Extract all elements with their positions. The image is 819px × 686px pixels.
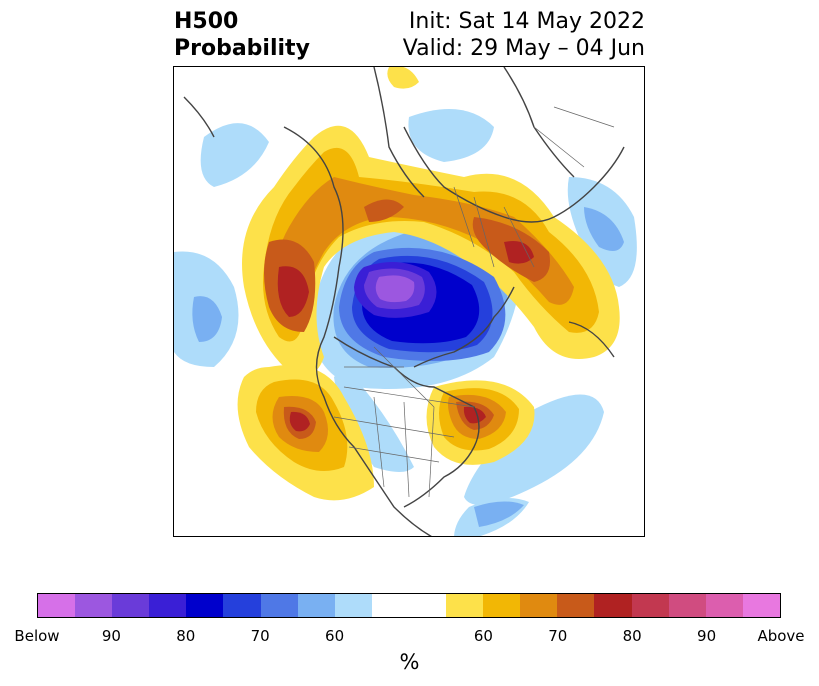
colorbar-tick-label: 90: [101, 627, 121, 645]
colorbar-tick-label: 60: [473, 627, 493, 645]
colorbar-cell: [594, 594, 632, 617]
colorbar-cell: [446, 594, 484, 617]
colorbar-tick-label: 90: [697, 627, 717, 645]
colorbar-cell: [631, 594, 669, 617]
colorbar-tick-label: 60: [325, 627, 345, 645]
colorbar-ticks: Below 90 80 70 60 60 70 80 90 Above: [14, 627, 804, 647]
colorbar-cell: [297, 594, 335, 617]
title-variable: H500: [174, 9, 239, 34]
colorbar-tick-label: 80: [176, 627, 196, 645]
colorbar-cell: [223, 594, 261, 617]
colorbar-tick-label: 80: [622, 627, 642, 645]
above-anomaly: [237, 67, 620, 501]
colorbar-cell: [75, 594, 113, 617]
chart-dates: Init: Sat 14 May 2022 Valid: 29 May – 04…: [403, 8, 645, 62]
colorbar-cell: [38, 594, 76, 617]
colorbar-cell: [112, 594, 150, 617]
colorbar-cell: [520, 594, 558, 617]
colorbar-cell: [371, 594, 409, 617]
polar-below-core: [339, 247, 506, 361]
colorbar-cell: [483, 594, 521, 617]
colorbar-tick-label: Below: [14, 627, 60, 645]
polar-map: [173, 66, 645, 537]
colorbar-tick-label: 70: [250, 627, 270, 645]
colorbar-cell: [742, 594, 780, 617]
colorbar-tick-label: Above: [757, 627, 805, 645]
chart-title: H500 Probability: [174, 8, 310, 62]
borders: [333, 106, 615, 498]
init-date: Init: Sat 14 May 2022: [408, 9, 645, 34]
colorbar-cell: [557, 594, 595, 617]
colorbar-cell: [260, 594, 298, 617]
colorbar-tick-label: 70: [548, 627, 568, 645]
colorbar-cell: [186, 594, 224, 617]
colorbar-cell: [668, 594, 706, 617]
colorbar-cell: [149, 594, 187, 617]
colorbar: [37, 593, 781, 618]
colorbar-cell: [334, 594, 372, 617]
colorbar-cell: [705, 594, 743, 617]
colorbar-unit-label: %: [399, 650, 420, 674]
title-product: Probability: [174, 36, 310, 61]
colorbar-cell: [408, 594, 447, 617]
valid-period: Valid: 29 May – 04 Jun: [402, 36, 645, 61]
